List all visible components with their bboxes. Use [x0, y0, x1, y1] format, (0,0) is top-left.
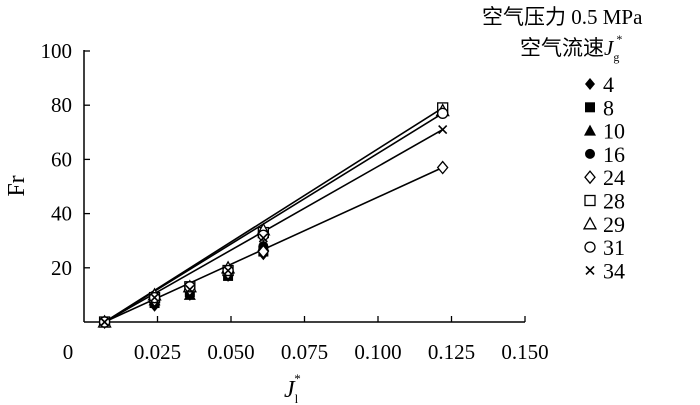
legend-label-10: 10 — [603, 119, 625, 144]
legend-label-16: 16 — [603, 142, 625, 167]
y-tick-label: 40 — [51, 202, 72, 226]
y-tick-label: 80 — [51, 93, 72, 117]
y-tick-label: 100 — [41, 39, 73, 63]
y-tick-label: 60 — [51, 147, 72, 171]
cross-stroke — [438, 125, 448, 135]
x-tick-label: 0.050 — [207, 340, 254, 364]
data-point-31 — [437, 107, 449, 119]
legend-label-29: 29 — [603, 212, 625, 237]
data-point-31 — [257, 229, 269, 241]
legend-label-4: 4 — [603, 72, 614, 97]
x-tick-label: 0.100 — [354, 340, 401, 364]
legend-label-24: 24 — [603, 165, 625, 190]
x-axis-label-symbol: J — [284, 377, 296, 403]
legend-marker-34 — [585, 265, 595, 275]
x-axis-label-subscript: l — [295, 391, 299, 405]
data-point-34 — [185, 284, 195, 295]
y-tick-label: 20 — [51, 256, 72, 280]
y-axis-label: Fr — [4, 175, 30, 196]
legend-title-line1: 空气压力 0.5 MPa — [482, 5, 643, 29]
cross-stroke — [223, 265, 233, 276]
legend-label-34: 34 — [603, 258, 625, 283]
legend-title-subscript: g — [613, 50, 619, 64]
legend-marker-10 — [584, 124, 596, 136]
axes — [83, 50, 525, 323]
legend-marker-16 — [585, 148, 595, 159]
cross-stroke — [585, 265, 595, 275]
data-point-34 — [258, 233, 268, 243]
x-tick-label: 0 — [63, 340, 74, 364]
legend-marker-31 — [584, 241, 596, 253]
x-tick-label: 0.125 — [428, 340, 475, 364]
cross-stroke — [149, 293, 160, 303]
legend-label-28: 28 — [603, 189, 625, 214]
legend-title-symbol: J — [604, 36, 615, 60]
data-point-34 — [100, 317, 110, 327]
cross-stroke — [100, 317, 110, 327]
legend-marker-8 — [585, 102, 595, 113]
x-tick-label: 0.025 — [134, 340, 181, 364]
legend-title-superscript: * — [616, 32, 622, 46]
fit-line — [104, 166, 444, 323]
legend-title-text: 空气流速 — [520, 36, 604, 60]
legend-marker-24 — [584, 170, 596, 185]
data-point-31 — [184, 281, 196, 293]
legend-title-line2: 空气流速Jg * — [520, 32, 622, 64]
data-point-34 — [438, 125, 448, 135]
x-tick-label: 0.075 — [281, 340, 328, 364]
fit-lines — [104, 107, 444, 323]
data-point-34 — [223, 265, 233, 276]
data-point-24 — [436, 160, 449, 175]
legend-marker-29 — [582, 216, 598, 230]
cross-stroke — [258, 233, 268, 243]
legend-label-8: 8 — [603, 95, 614, 120]
x-tick-label: 0.150 — [501, 340, 548, 364]
data-points — [97, 102, 450, 330]
x-axis-label: Jl * — [284, 371, 301, 405]
tick-labels: 20 40 60 80 100 0 0.025 0.050 0.075 0.100 0.125 0.1… — [41, 39, 549, 364]
legend-marker-4 — [585, 78, 595, 90]
legend-marker-28 — [584, 194, 596, 207]
data-point-24 — [257, 244, 270, 259]
fit-line — [104, 107, 444, 323]
fit-line — [104, 128, 444, 323]
data-point-34 — [149, 293, 160, 303]
cross-stroke — [185, 284, 195, 295]
x-axis-label-superscript: * — [294, 371, 301, 386]
legend-label-31: 31 — [603, 235, 625, 260]
